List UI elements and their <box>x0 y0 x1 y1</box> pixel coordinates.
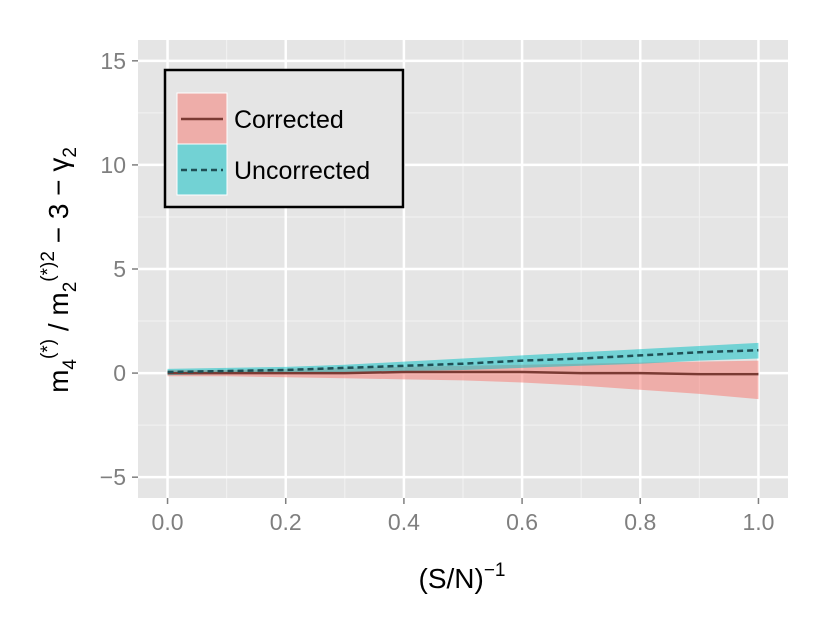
y-label-sup-star: (*) <box>38 339 59 359</box>
x-axis-ticks: 0.0 0.2 0.4 0.6 0.8 1.0 <box>152 498 774 535</box>
major-gridlines <box>138 40 788 498</box>
y-label-sup-star-sq: (*)2 <box>38 251 59 282</box>
legend: Corrected Uncorrected <box>163 68 405 209</box>
y-label-gamma: γ <box>43 158 74 172</box>
legend-label-uncorrected: Uncorrected <box>234 157 370 185</box>
x-axis-title-main: (S/N) <box>419 563 484 594</box>
y-label-minus-three: − 3 − <box>43 172 74 251</box>
x-axis-title: (S/N)−1 <box>419 560 506 594</box>
line-corrected <box>167 370 759 376</box>
series-lines <box>167 348 759 376</box>
legend-label-corrected: Corrected <box>234 106 344 134</box>
x-tick-label: 0.0 <box>152 509 184 535</box>
y-axis-ticks: −5 0 5 10 15 <box>100 48 138 490</box>
y-tick-label: 0 <box>113 360 126 386</box>
x-tick-label: 0.2 <box>270 509 302 535</box>
x-tick-label: 0.4 <box>388 509 420 535</box>
x-tick-label: 0.6 <box>506 509 538 535</box>
y-label-gamma-sub: 2 <box>60 147 81 158</box>
legend-item-corrected: Corrected <box>176 92 344 145</box>
y-label-sub2: 2 <box>60 282 81 293</box>
y-label-m4: m <box>43 370 74 393</box>
y-label-sub4: 4 <box>60 359 81 370</box>
y-tick-label: 5 <box>113 256 126 282</box>
x-tick-label: 1.0 <box>742 509 774 535</box>
y-axis-title: m4(*) / m2(*)2 − 3 − γ2 <box>38 147 81 393</box>
line-uncorrected <box>167 348 759 374</box>
x-tick-label: 0.8 <box>624 509 656 535</box>
x-axis-title-superscript: −1 <box>484 560 506 581</box>
band-uncorrected <box>167 342 759 376</box>
y-label-m2: m <box>43 292 74 315</box>
y-tick-label: −5 <box>100 464 126 490</box>
legend-item-uncorrected: Uncorrected <box>176 143 370 196</box>
y-tick-label: 15 <box>100 48 126 74</box>
y-label-slash: / <box>43 316 74 339</box>
y-tick-label: 10 <box>100 152 126 178</box>
confidence-bands <box>167 342 759 400</box>
